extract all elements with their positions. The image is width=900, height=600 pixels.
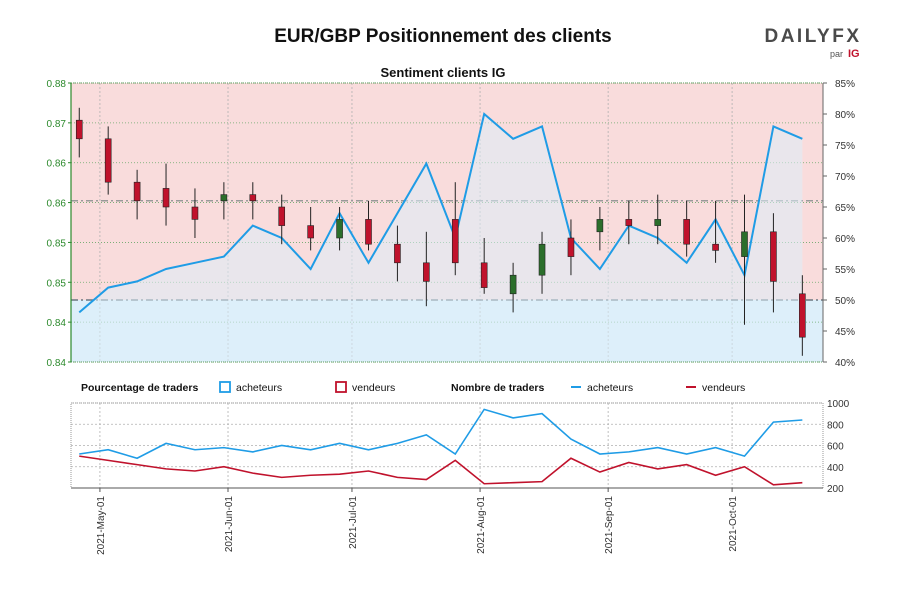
candle-body bbox=[538, 243, 546, 276]
candle-body bbox=[307, 225, 314, 239]
x-tick-label: 2021-Sep-01 bbox=[604, 496, 615, 554]
legend-buyers-count-label: acheteurs bbox=[587, 382, 633, 394]
percent-tick-label: 80% bbox=[835, 110, 855, 121]
dailyfx-par: par bbox=[830, 49, 843, 59]
count-tick-label: 800 bbox=[827, 420, 844, 431]
price-tick-label: 0.86 bbox=[47, 159, 67, 170]
percent-tick-label: 75% bbox=[835, 141, 855, 152]
x-tick-label: 2021-Oct-01 bbox=[728, 496, 739, 552]
price-tick-label: 0.85 bbox=[47, 238, 67, 249]
candle-body bbox=[249, 194, 257, 202]
candle-body bbox=[220, 194, 228, 202]
buyers-percent-area bbox=[79, 114, 803, 362]
chart-title: EUR/GBP Positionnement des clients bbox=[274, 26, 612, 47]
trader-count-panel: 1000 800 600 400 200 2021-May-01 2021-Jun-01 20… bbox=[70, 399, 850, 555]
dailyfx-logo: DAILYFX par IG bbox=[764, 26, 861, 60]
percent-tick-label: 65% bbox=[835, 203, 855, 214]
price-tick-label: 0.84 bbox=[47, 358, 67, 369]
price-tick-label: 0.86 bbox=[47, 199, 67, 210]
candle-body bbox=[567, 237, 575, 257]
candle-body bbox=[75, 119, 83, 140]
candle-body bbox=[365, 219, 372, 245]
percent-tick-label: 40% bbox=[835, 358, 855, 369]
candle-body bbox=[133, 181, 141, 202]
price-tick-label: 0.85 bbox=[47, 278, 67, 289]
percent-tick-label: 60% bbox=[835, 234, 855, 245]
x-tick-label: 2021-Jul-01 bbox=[348, 496, 359, 549]
count-tick-label: 1000 bbox=[827, 399, 850, 410]
candle-body bbox=[654, 219, 662, 226]
candle-body bbox=[423, 262, 430, 282]
percent-tick-label: 45% bbox=[835, 327, 855, 338]
legend-percent-title: Pourcentage de traders bbox=[81, 382, 198, 394]
percent-tick-label: 55% bbox=[835, 265, 855, 276]
count-tick-label: 200 bbox=[827, 484, 844, 495]
legend-count-title: Nombre de traders bbox=[451, 382, 545, 394]
dailyfx-wordmark: DAILYFX bbox=[764, 26, 861, 47]
candle-body bbox=[712, 243, 719, 251]
legend-sellers-pct-label: vendeurs bbox=[352, 382, 395, 394]
candle-body bbox=[770, 231, 777, 282]
candle-body bbox=[683, 219, 690, 245]
count-tick-label: 600 bbox=[827, 442, 844, 453]
legend: Pourcentage de traders acheteurs vendeurs N… bbox=[81, 381, 745, 394]
candle-body bbox=[596, 219, 604, 233]
count-tick-label: 400 bbox=[827, 463, 844, 474]
candle-body bbox=[509, 274, 517, 295]
subplot-title: Sentiment clients IG bbox=[381, 65, 506, 80]
percent-tick-label: 85% bbox=[835, 79, 855, 90]
legend-sellers-box bbox=[335, 381, 347, 393]
candle-body bbox=[336, 219, 343, 239]
percent-tick-label: 50% bbox=[835, 296, 855, 307]
candle-body bbox=[741, 231, 748, 257]
legend-buyers-box bbox=[219, 381, 231, 393]
price-tick-label: 0.87 bbox=[47, 119, 67, 130]
legend-sellers-count-label: vendeurs bbox=[702, 382, 745, 394]
buyers-count-line bbox=[79, 408, 803, 460]
candle-body bbox=[625, 219, 633, 226]
price-sentiment-panel: 0.88 0.87 0.86 0.86 0.85 0.85 0.84 0.84 85% 80% 75… bbox=[47, 79, 856, 369]
candle-body bbox=[394, 243, 401, 264]
candle-body bbox=[162, 188, 170, 208]
candle-body bbox=[278, 206, 286, 226]
x-tick-label: 2021-Aug-01 bbox=[476, 496, 487, 554]
price-tick-label: 0.88 bbox=[47, 79, 67, 90]
candle-body bbox=[104, 138, 112, 183]
legend-buyers-pct-label: acheteurs bbox=[236, 382, 282, 394]
ig-logo: IG bbox=[848, 48, 860, 60]
buyers-percent-line bbox=[78, 112, 803, 314]
x-tick-label: 2021-Jun-01 bbox=[224, 496, 235, 553]
candle-body bbox=[451, 219, 459, 264]
candle-body bbox=[191, 206, 199, 220]
candle-body bbox=[480, 262, 488, 288]
sellers-count-line bbox=[79, 455, 803, 486]
percent-tick-label: 70% bbox=[835, 172, 855, 183]
x-tick-label: 2021-May-01 bbox=[96, 496, 107, 555]
price-tick-label: 0.84 bbox=[47, 318, 67, 329]
candle-body bbox=[799, 293, 806, 338]
